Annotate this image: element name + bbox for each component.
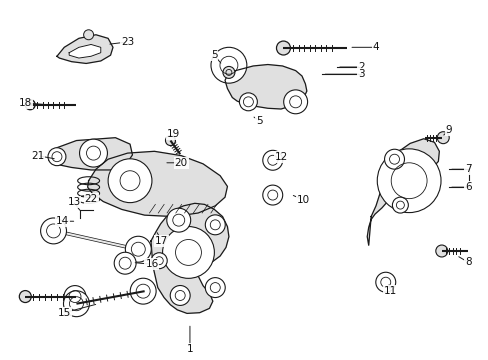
Circle shape xyxy=(25,100,35,110)
Circle shape xyxy=(83,30,93,40)
Text: 11: 11 xyxy=(383,286,396,296)
Circle shape xyxy=(223,67,234,78)
Circle shape xyxy=(48,148,66,166)
Text: 5: 5 xyxy=(255,116,262,126)
Polygon shape xyxy=(366,139,438,245)
Polygon shape xyxy=(87,151,227,217)
Circle shape xyxy=(210,47,246,83)
Circle shape xyxy=(162,226,214,278)
Text: 22: 22 xyxy=(84,194,98,204)
Circle shape xyxy=(130,278,156,304)
Circle shape xyxy=(205,278,225,298)
Text: 12: 12 xyxy=(274,152,287,162)
Circle shape xyxy=(239,93,257,111)
Circle shape xyxy=(384,149,404,169)
Circle shape xyxy=(166,208,190,232)
Circle shape xyxy=(80,139,107,167)
Circle shape xyxy=(276,41,290,55)
Circle shape xyxy=(262,150,282,170)
Text: 16: 16 xyxy=(145,259,158,269)
Polygon shape xyxy=(224,64,306,109)
Text: 19: 19 xyxy=(167,129,180,139)
Text: 21: 21 xyxy=(31,150,44,161)
Circle shape xyxy=(262,185,282,205)
Text: 3: 3 xyxy=(357,69,364,79)
Circle shape xyxy=(436,132,448,144)
Circle shape xyxy=(20,291,31,302)
Circle shape xyxy=(114,252,136,274)
Circle shape xyxy=(41,218,66,244)
Circle shape xyxy=(151,253,167,269)
Text: 13: 13 xyxy=(67,197,81,207)
Text: 8: 8 xyxy=(464,257,471,267)
Circle shape xyxy=(63,291,89,317)
Circle shape xyxy=(435,245,447,257)
Circle shape xyxy=(165,136,175,145)
Text: 20: 20 xyxy=(174,158,187,168)
Circle shape xyxy=(283,90,307,114)
Circle shape xyxy=(108,159,152,203)
Text: 18: 18 xyxy=(19,98,32,108)
Circle shape xyxy=(375,272,395,292)
Text: 14: 14 xyxy=(56,216,69,226)
Circle shape xyxy=(391,197,407,213)
Text: 23: 23 xyxy=(121,37,134,47)
Text: 7: 7 xyxy=(464,164,471,174)
Circle shape xyxy=(205,215,225,235)
Text: 10: 10 xyxy=(296,195,309,205)
Text: 15: 15 xyxy=(58,308,71,318)
Text: 5: 5 xyxy=(210,50,217,60)
Text: 1: 1 xyxy=(186,343,193,354)
Circle shape xyxy=(377,149,440,213)
Polygon shape xyxy=(151,203,228,314)
Text: 4: 4 xyxy=(372,42,379,52)
Text: 2: 2 xyxy=(357,62,364,72)
Text: 6: 6 xyxy=(464,182,471,192)
Text: 17: 17 xyxy=(155,236,168,246)
Circle shape xyxy=(64,285,86,307)
Polygon shape xyxy=(49,138,132,170)
Polygon shape xyxy=(57,35,113,63)
Polygon shape xyxy=(69,44,101,58)
Circle shape xyxy=(170,285,190,305)
Circle shape xyxy=(125,236,151,262)
Text: 9: 9 xyxy=(445,125,451,135)
